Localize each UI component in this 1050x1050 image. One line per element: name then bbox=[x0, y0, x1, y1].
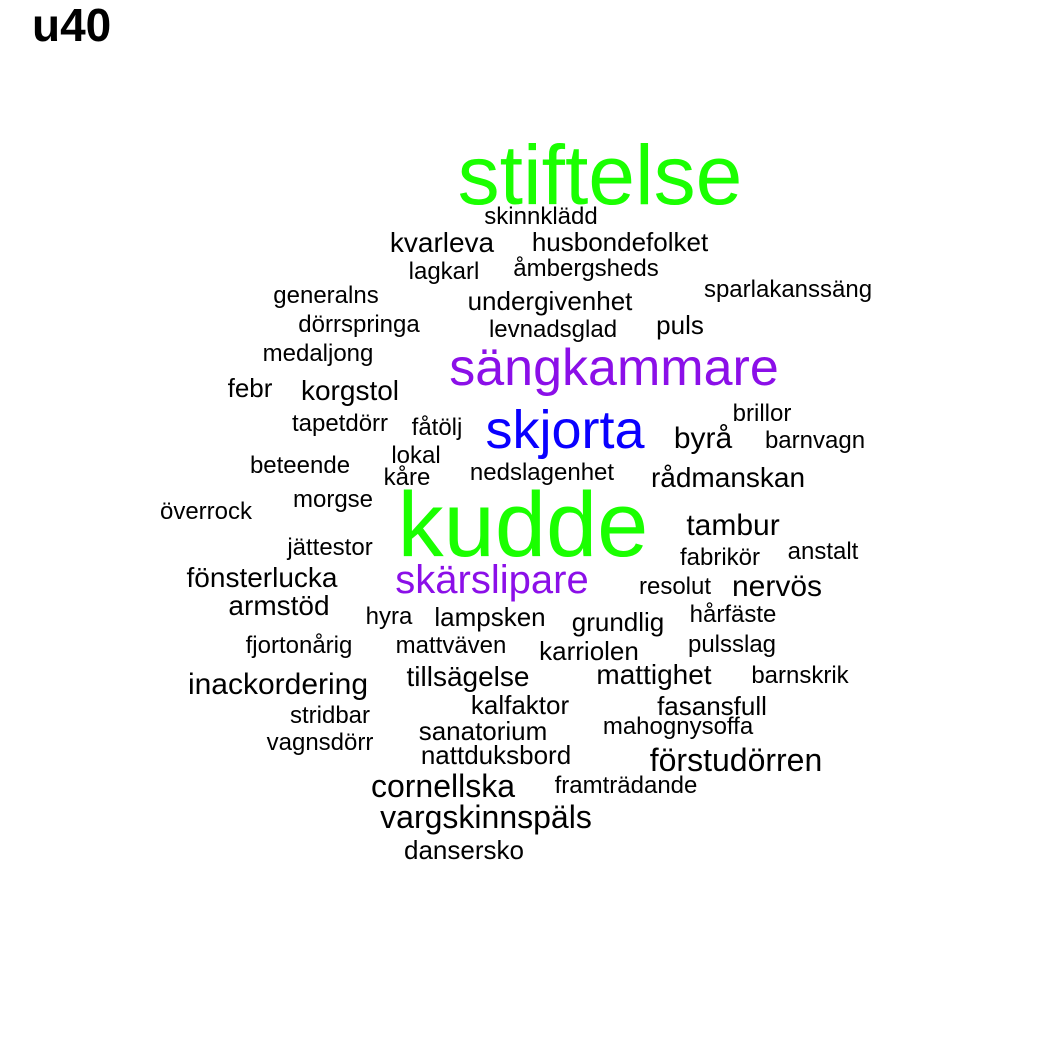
word-fatolj: fåtölj bbox=[411, 414, 463, 441]
word-fjortonarig: fjortonårig bbox=[245, 632, 353, 659]
word-tambur: tambur bbox=[686, 509, 780, 542]
word-overrock: överrock bbox=[159, 498, 253, 525]
word-lampsken: lampsken bbox=[434, 602, 546, 632]
word-barnvagn: barnvagn bbox=[764, 427, 866, 454]
word-skarslipare: skärslipare bbox=[395, 558, 589, 602]
word-dorrspringa: dörrspringa bbox=[298, 311, 420, 338]
word-sparlakanssang: sparlakanssäng bbox=[703, 276, 873, 303]
word-jattestor: jättestor bbox=[287, 534, 373, 561]
word-lagkarl: lagkarl bbox=[408, 258, 480, 285]
word-puls: puls bbox=[656, 310, 704, 340]
word-levnadsglad: levnadsglad bbox=[488, 316, 618, 343]
word-tillsagelse: tillsägelse bbox=[406, 661, 530, 692]
word-husbondefolket: husbondefolket bbox=[531, 227, 709, 257]
word-vargskinnspals: vargskinnspäls bbox=[380, 799, 592, 835]
word-byra: byrå bbox=[673, 422, 733, 455]
word-kalfaktor: kalfaktor bbox=[470, 690, 570, 720]
word-ambergsheds: åmbergsheds bbox=[513, 255, 659, 282]
word-fabrikor: fabrikör bbox=[679, 544, 761, 571]
word-korgstol: korgstol bbox=[300, 375, 400, 406]
word-sanatorium: sanatorium bbox=[418, 716, 548, 746]
word-kare: kåre bbox=[383, 464, 431, 491]
word-fasansfull: fasansfull bbox=[657, 691, 767, 721]
word-tapetdorr: tapetdörr bbox=[291, 410, 389, 437]
word-medaljong: medaljong bbox=[262, 340, 374, 367]
word-morgse: morgse bbox=[292, 486, 374, 513]
word-skinnkladd: skinnklädd bbox=[484, 203, 598, 230]
word-kvarleva: kvarleva bbox=[389, 227, 495, 258]
word-resolut: resolut bbox=[638, 573, 712, 600]
word-cornellska: cornellska bbox=[370, 768, 516, 804]
word-mattvaven: mattväven bbox=[395, 632, 507, 659]
word-brillor: brillor bbox=[732, 400, 792, 427]
word-vagnsdorr: vagnsdörr bbox=[266, 729, 374, 756]
word-sangkammare: sängkammare bbox=[449, 339, 779, 397]
word-grundlig: grundlig bbox=[571, 607, 665, 637]
figure-title: u40 bbox=[32, 0, 112, 51]
word-nedslagenhet: nedslagenhet bbox=[469, 459, 615, 486]
word-inackordering: inackordering bbox=[187, 668, 369, 701]
word-kudde: kudde bbox=[397, 474, 649, 576]
word-forstudorren: förstudörren bbox=[649, 742, 823, 778]
word-nervos: nervös bbox=[731, 570, 823, 603]
word-fonsterlucka: fönsterlucka bbox=[186, 562, 338, 593]
word-mattighet: mattighet bbox=[596, 659, 712, 690]
word-nattduksbord: nattduksbord bbox=[420, 740, 572, 770]
word-anstalt: anstalt bbox=[787, 538, 859, 565]
word-framtradande: framträdande bbox=[554, 772, 698, 799]
word-harfaste: hårfäste bbox=[689, 601, 777, 628]
word-stridbar: stridbar bbox=[289, 702, 371, 729]
word-febr: febr bbox=[227, 373, 273, 403]
word-mahognysoffa: mahognysoffa bbox=[602, 713, 754, 740]
word-barnskrik: barnskrik bbox=[751, 662, 849, 689]
word-beteende: beteende bbox=[249, 452, 351, 479]
word-armstod: armstöd bbox=[228, 590, 330, 621]
word-pulsslag: pulsslag bbox=[687, 631, 777, 658]
word-undergivenhet: undergivenhet bbox=[467, 286, 633, 316]
word-skjorta: skjorta bbox=[485, 400, 645, 460]
word-lokal: lokal bbox=[391, 442, 441, 469]
word-hyra: hyra bbox=[365, 603, 413, 630]
word-karriolen: karriolen bbox=[539, 636, 639, 666]
word-stiftelse: stiftelse bbox=[457, 128, 743, 222]
word-radmanskan: rådmanskan bbox=[650, 462, 806, 493]
word-generalns: generalns bbox=[273, 282, 379, 309]
word-dansersko: dansersko bbox=[404, 835, 524, 865]
